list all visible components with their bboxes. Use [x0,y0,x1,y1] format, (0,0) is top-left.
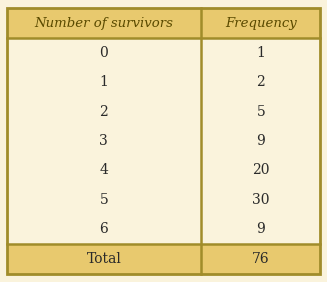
Text: 76: 76 [252,252,269,266]
Text: 4: 4 [99,164,108,177]
Text: 3: 3 [99,134,108,148]
Bar [7,8,320,38]
Text: 9: 9 [256,134,265,148]
Bar [7,126,320,156]
Text: 1: 1 [256,46,265,60]
Text: 9: 9 [256,222,265,236]
Text: 0: 0 [99,46,108,60]
Text: 2: 2 [99,105,108,118]
Bar [7,244,320,274]
Text: 20: 20 [252,164,269,177]
Text: 30: 30 [252,193,269,207]
Bar [7,38,320,67]
Text: 5: 5 [256,105,265,118]
Bar [7,215,320,244]
Text: 6: 6 [99,222,108,236]
Text: 1: 1 [99,75,108,89]
Bar [7,156,320,185]
Text: 5: 5 [99,193,108,207]
Text: 2: 2 [256,75,265,89]
Text: Total: Total [86,252,121,266]
Bar [7,97,320,126]
Bar [7,185,320,215]
Text: Frequency: Frequency [225,17,297,30]
Text: Number of survivors: Number of survivors [34,17,173,30]
Bar [7,67,320,97]
